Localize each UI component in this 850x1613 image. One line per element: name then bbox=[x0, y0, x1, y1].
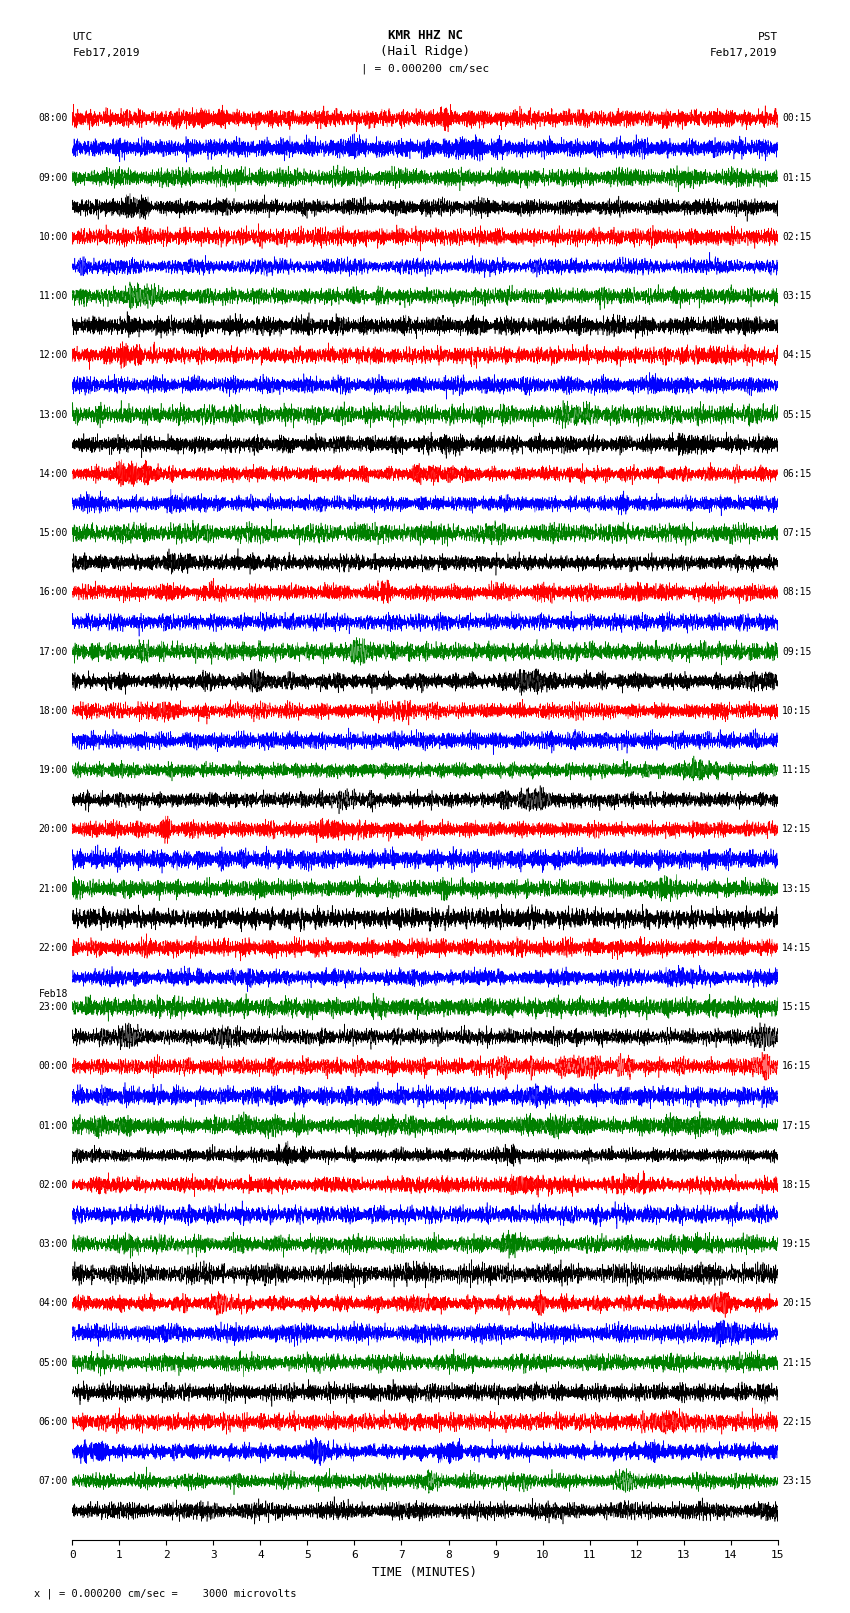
Text: 15:15: 15:15 bbox=[782, 1002, 812, 1011]
Text: 02:00: 02:00 bbox=[38, 1179, 68, 1190]
Text: Feb18: Feb18 bbox=[38, 989, 68, 998]
Text: 07:15: 07:15 bbox=[782, 527, 812, 539]
Text: Feb17,2019: Feb17,2019 bbox=[711, 48, 778, 58]
Text: 12:00: 12:00 bbox=[38, 350, 68, 360]
Text: 01:00: 01:00 bbox=[38, 1121, 68, 1131]
Text: PST: PST bbox=[757, 32, 778, 42]
Text: 21:15: 21:15 bbox=[782, 1358, 812, 1368]
Text: 05:15: 05:15 bbox=[782, 410, 812, 419]
Text: 20:00: 20:00 bbox=[38, 824, 68, 834]
Text: 00:00: 00:00 bbox=[38, 1061, 68, 1071]
Text: 10:00: 10:00 bbox=[38, 232, 68, 242]
Text: 17:00: 17:00 bbox=[38, 647, 68, 656]
Text: 19:15: 19:15 bbox=[782, 1239, 812, 1248]
Text: 08:15: 08:15 bbox=[782, 587, 812, 597]
Text: 13:15: 13:15 bbox=[782, 884, 812, 894]
Text: 18:15: 18:15 bbox=[782, 1179, 812, 1190]
Text: 23:15: 23:15 bbox=[782, 1476, 812, 1486]
Text: 15:00: 15:00 bbox=[38, 527, 68, 539]
Text: | = 0.000200 cm/sec: | = 0.000200 cm/sec bbox=[361, 63, 489, 74]
Text: 17:15: 17:15 bbox=[782, 1121, 812, 1131]
Text: 16:00: 16:00 bbox=[38, 587, 68, 597]
Text: 19:00: 19:00 bbox=[38, 765, 68, 776]
Text: 23:00: 23:00 bbox=[38, 1002, 68, 1011]
Text: 20:15: 20:15 bbox=[782, 1298, 812, 1308]
Text: 01:15: 01:15 bbox=[782, 173, 812, 182]
Text: 22:15: 22:15 bbox=[782, 1416, 812, 1428]
Text: 09:15: 09:15 bbox=[782, 647, 812, 656]
Text: 18:00: 18:00 bbox=[38, 706, 68, 716]
Text: 04:15: 04:15 bbox=[782, 350, 812, 360]
Text: 06:15: 06:15 bbox=[782, 469, 812, 479]
Text: 03:00: 03:00 bbox=[38, 1239, 68, 1248]
Text: 11:15: 11:15 bbox=[782, 765, 812, 776]
Text: 05:00: 05:00 bbox=[38, 1358, 68, 1368]
Text: 07:00: 07:00 bbox=[38, 1476, 68, 1486]
Text: 16:15: 16:15 bbox=[782, 1061, 812, 1071]
Text: 14:15: 14:15 bbox=[782, 944, 812, 953]
Text: 13:00: 13:00 bbox=[38, 410, 68, 419]
X-axis label: TIME (MINUTES): TIME (MINUTES) bbox=[372, 1566, 478, 1579]
Text: (Hail Ridge): (Hail Ridge) bbox=[380, 45, 470, 58]
Text: 04:00: 04:00 bbox=[38, 1298, 68, 1308]
Text: 22:00: 22:00 bbox=[38, 944, 68, 953]
Text: UTC: UTC bbox=[72, 32, 93, 42]
Text: 02:15: 02:15 bbox=[782, 232, 812, 242]
Text: 03:15: 03:15 bbox=[782, 290, 812, 302]
Text: 08:00: 08:00 bbox=[38, 113, 68, 123]
Text: 11:00: 11:00 bbox=[38, 290, 68, 302]
Text: 06:00: 06:00 bbox=[38, 1416, 68, 1428]
Text: 21:00: 21:00 bbox=[38, 884, 68, 894]
Text: x | = 0.000200 cm/sec =    3000 microvolts: x | = 0.000200 cm/sec = 3000 microvolts bbox=[34, 1589, 297, 1598]
Text: 09:00: 09:00 bbox=[38, 173, 68, 182]
Text: Feb17,2019: Feb17,2019 bbox=[72, 48, 139, 58]
Text: 00:15: 00:15 bbox=[782, 113, 812, 123]
Text: 14:00: 14:00 bbox=[38, 469, 68, 479]
Text: KMR HHZ NC: KMR HHZ NC bbox=[388, 29, 462, 42]
Text: 12:15: 12:15 bbox=[782, 824, 812, 834]
Text: 10:15: 10:15 bbox=[782, 706, 812, 716]
